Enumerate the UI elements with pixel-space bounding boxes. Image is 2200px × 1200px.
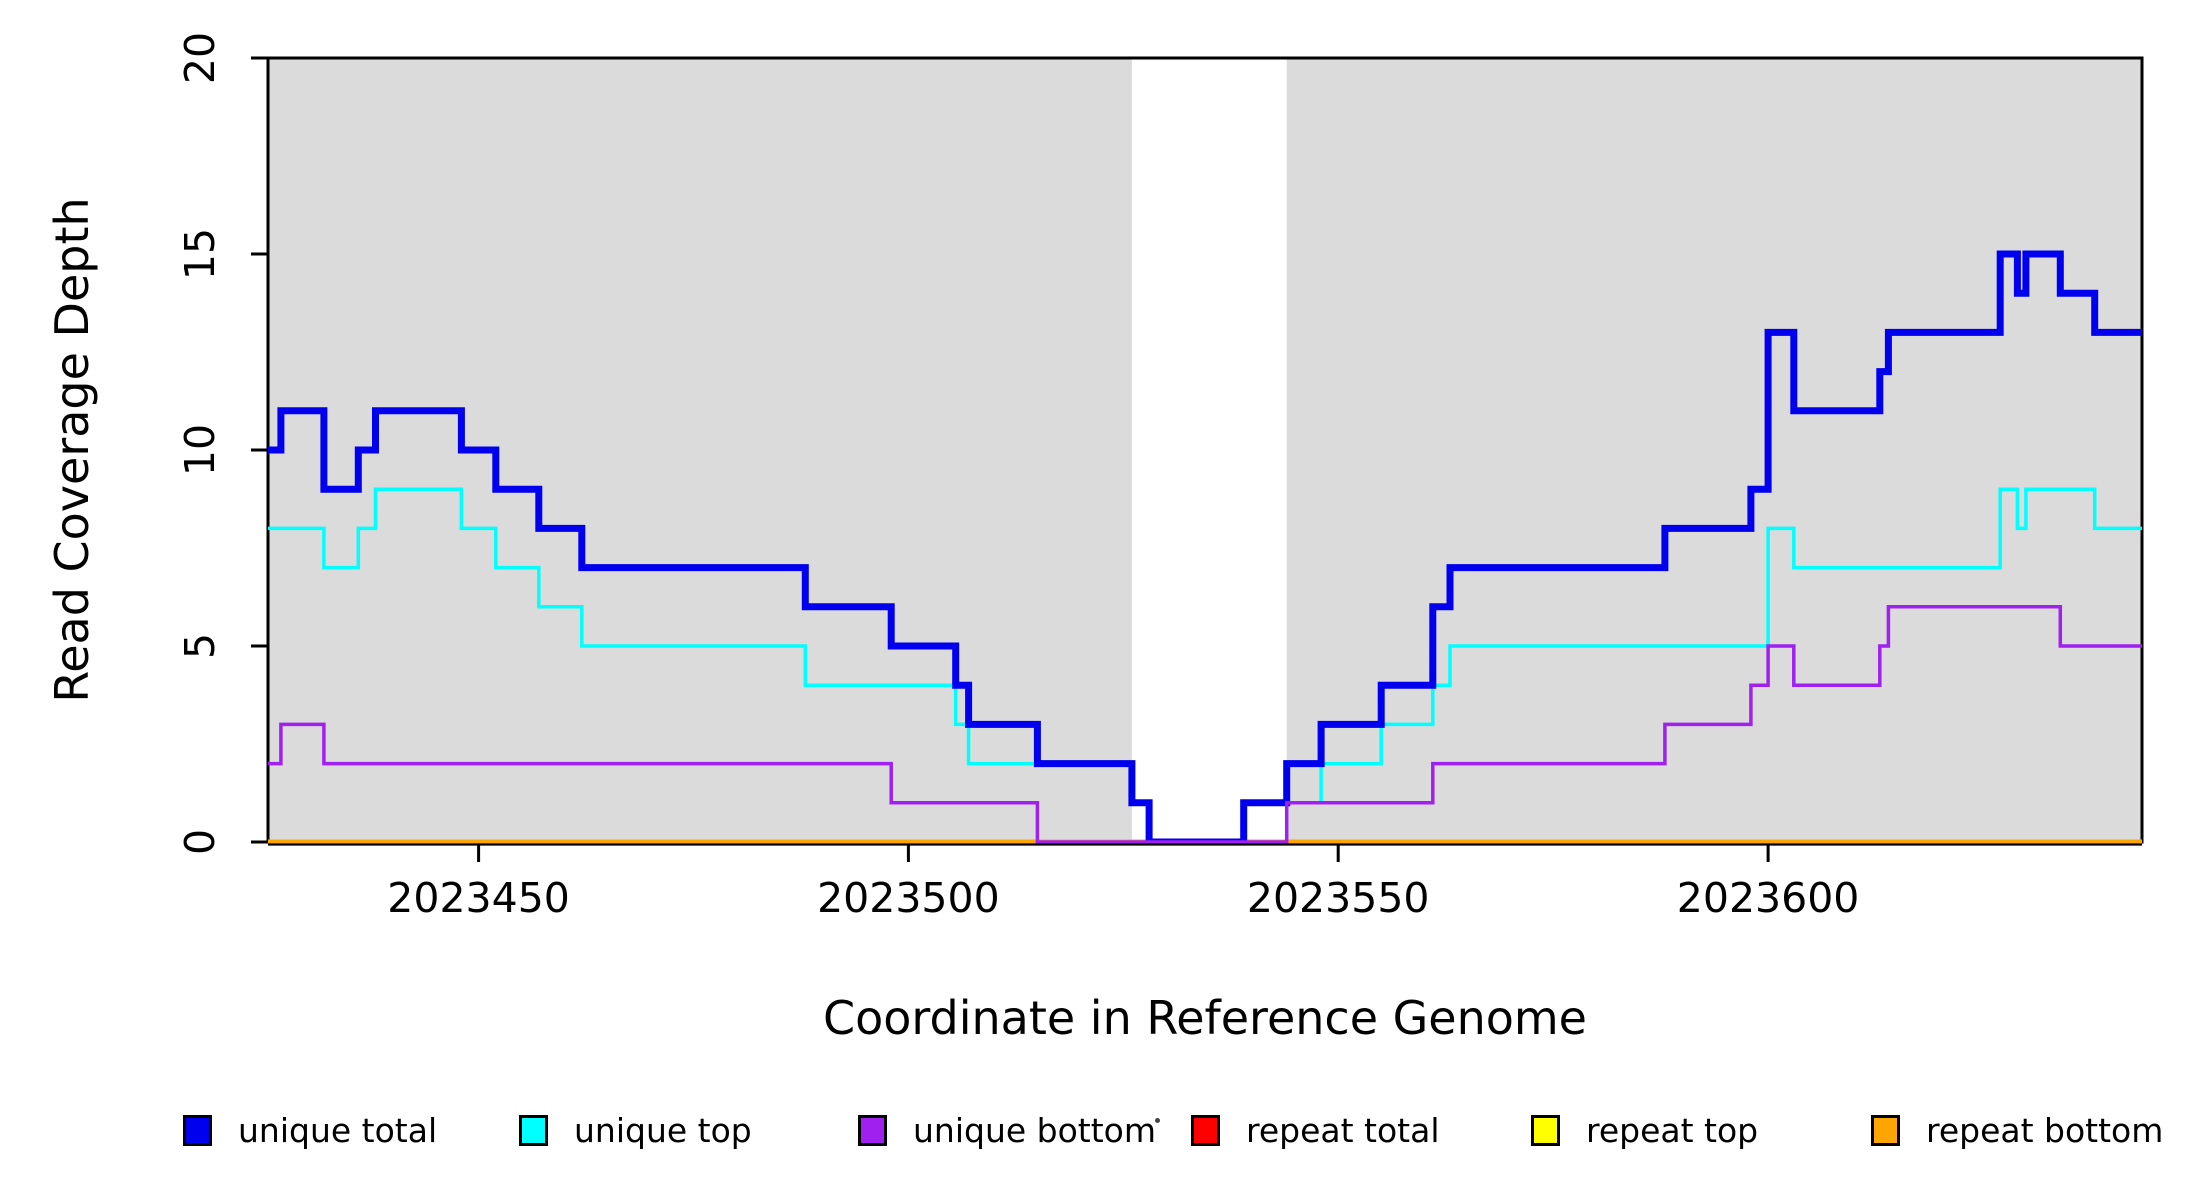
legend-swatch-unique-total	[183, 1114, 212, 1146]
y-tick-label-15: 15	[176, 228, 224, 280]
legend-item-unique-bottom: unique bottom	[858, 1108, 1156, 1152]
x-tick-label-2023450: 2023450	[387, 874, 570, 922]
legend-label-unique-bottom: unique bottom	[913, 1110, 1157, 1150]
legend-item-repeat-top: repeat top	[1531, 1108, 1758, 1152]
legend-item-unique-total: unique total	[183, 1108, 437, 1152]
legend: unique total unique top unique bottom repea…	[0, 1108, 2200, 1158]
x-axis-title: Coordinate in Reference Genome	[823, 991, 1587, 1045]
y-tick-label-10: 10	[176, 424, 224, 476]
legend-swatch-unique-bottom	[858, 1114, 887, 1146]
legend-swatch-repeat-top	[1531, 1114, 1560, 1146]
legend-label-unique-total: unique total	[238, 1110, 438, 1150]
legend-label-repeat-total: repeat total	[1246, 1110, 1440, 1150]
y-tick-label-5: 5	[176, 633, 224, 659]
y-tick-label-0: 0	[176, 829, 224, 855]
legend-label-repeat-bottom: repeat bottom	[1926, 1110, 2164, 1150]
series-line-unique-total	[268, 250, 2142, 846]
legend-item-repeat-bottom: repeat bottom	[1871, 1108, 2163, 1152]
legend-label-repeat-top: repeat top	[1586, 1110, 1759, 1150]
x-tick-label-2023600: 2023600	[1677, 874, 1860, 922]
legend-item-unique-top: unique top	[519, 1108, 752, 1152]
x-tick-label-2023550: 2023550	[1247, 874, 1430, 922]
legend-item-repeat-total: repeat total	[1191, 1108, 1440, 1152]
stray-dot	[1155, 1118, 1160, 1123]
series-line-unique-bottom	[268, 605, 2142, 844]
legend-swatch-repeat-bottom	[1871, 1114, 1900, 1146]
x-tick-label-2023500: 2023500	[817, 874, 1000, 922]
legend-label-unique-top: unique top	[574, 1110, 752, 1150]
y-axis-title: Read Coverage Depth	[45, 197, 99, 703]
shaded-region-1	[268, 58, 1132, 842]
shaded-region-2	[1286, 58, 2142, 842]
legend-swatch-unique-top	[519, 1114, 548, 1146]
legend-swatch-repeat-total	[1191, 1114, 1220, 1146]
y-tick-label-20: 20	[176, 32, 224, 84]
